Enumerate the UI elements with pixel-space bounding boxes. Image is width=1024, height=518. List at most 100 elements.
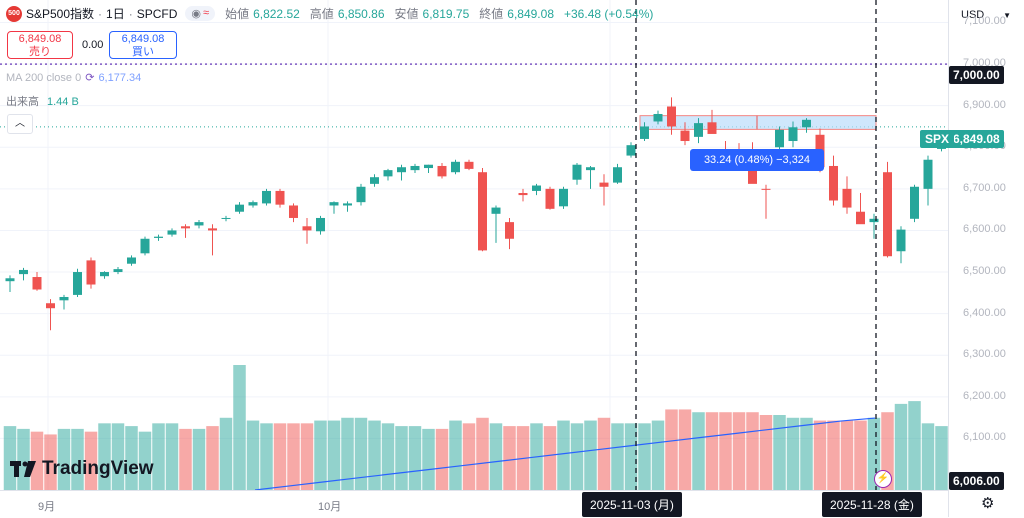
candle-body: [545, 188, 555, 209]
spx-price-tag: 6,849.08: [949, 130, 1004, 148]
volume-bar: [435, 428, 449, 490]
level-7000-tag: 7,000.00: [949, 66, 1004, 84]
low-level-tag: 6,006.00: [949, 472, 1004, 490]
price-axis[interactable]: USD ▼ 7,100.007,000.006,900.006,800.006,…: [948, 0, 1024, 517]
level-7000-value: 7,000.00: [953, 68, 1000, 82]
y-tick-label: 6,500.00: [963, 265, 1006, 278]
volume-bar: [732, 412, 746, 490]
volume-bar: [71, 428, 84, 490]
candle-body: [802, 119, 811, 128]
volume-bar: [921, 423, 935, 490]
volume-bar: [233, 365, 246, 490]
volume-bar: [678, 409, 692, 490]
candle-body: [262, 190, 271, 204]
volume-bar: [827, 420, 840, 490]
buy-button[interactable]: 6,849.08 買い: [109, 31, 177, 59]
sell-button[interactable]: 6,849.08 売り: [7, 31, 73, 59]
volume-bar: [84, 431, 98, 490]
candle-body: [127, 257, 136, 264]
volume-bar: [773, 415, 786, 490]
time-axis[interactable]: 9月 10月: [0, 490, 948, 518]
open-value: 6,822.52: [253, 6, 300, 21]
candle-body: [32, 277, 42, 290]
volume-bar: [165, 423, 179, 490]
volume-bar: [624, 423, 638, 490]
volume-bar: [476, 417, 489, 490]
gear-icon[interactable]: ⚙: [981, 495, 995, 512]
candle-body: [248, 202, 258, 206]
candle-body: [491, 207, 501, 214]
y-tick-label: 6,300.00: [963, 348, 1006, 361]
date-marker-left: 2025-11-03 (月): [582, 492, 682, 517]
source-label: SPCFD: [136, 6, 178, 21]
candle-body: [397, 167, 406, 173]
candle-body: [100, 272, 109, 277]
volume-bar: [138, 431, 152, 490]
x-tick-oct: 10月: [318, 501, 342, 513]
sell-label: 売り: [29, 46, 51, 58]
candle-body: [896, 229, 906, 252]
x-tick-sep: 9月: [38, 501, 56, 513]
candle-body: [707, 122, 717, 134]
eye-icon: ◉: [191, 8, 202, 20]
candle-body: [275, 190, 285, 205]
candle-body: [19, 269, 28, 275]
candle-body: [842, 188, 852, 208]
candle-body: [775, 129, 784, 148]
volume-bar: [665, 409, 678, 490]
volume-bar: [422, 428, 435, 490]
interval-label[interactable]: 1日: [106, 7, 125, 21]
candle-body: [910, 186, 919, 219]
volume-bar: [111, 423, 125, 490]
ma-settings-icon[interactable]: ⟳: [85, 72, 95, 84]
legend-toggle-pill[interactable]: ◉ ≈: [185, 6, 216, 21]
currency-selector[interactable]: USD ▼: [957, 4, 1015, 26]
volume-bar: [219, 417, 233, 490]
y-tick-label: 6,100.00: [963, 431, 1006, 444]
volume-bar: [543, 426, 557, 490]
candle-body: [59, 296, 69, 301]
volume-bar: [462, 423, 476, 490]
candle-body: [73, 272, 82, 295]
candle-body: [221, 217, 231, 219]
volume-bar: [341, 417, 354, 490]
chevron-down-icon: ▼: [1003, 10, 1011, 20]
candle-body: [532, 185, 541, 191]
volume-bar: [638, 423, 651, 490]
candle-body: [572, 164, 582, 180]
volume-legend[interactable]: 出来高 1.44 B: [6, 93, 79, 109]
candle-body: [464, 161, 474, 169]
volume-value: 1.44 B: [47, 96, 79, 108]
volume-bar: [30, 431, 44, 490]
symbol-name[interactable]: S&P500指数: [26, 7, 95, 21]
candle-body: [383, 170, 393, 177]
volume-bar: [246, 420, 260, 490]
flash-icon[interactable]: ⚡: [874, 470, 892, 488]
volume-bar: [327, 420, 341, 490]
volume-label: 出来高: [6, 96, 39, 108]
chart-pane[interactable]: [0, 0, 948, 490]
volume-bar: [570, 423, 584, 490]
candle-body: [370, 177, 379, 184]
candle-body: [451, 161, 460, 173]
volume-bar: [354, 417, 368, 490]
collapse-legend-button[interactable]: ︿: [7, 114, 33, 134]
candle-body: [167, 230, 177, 235]
candle-body: [869, 218, 879, 223]
volume-bar: [597, 417, 611, 490]
ma-legend[interactable]: MA 200 close 0 ⟳ 6,177.34: [6, 71, 141, 85]
y-tick-label: 6,200.00: [963, 389, 1006, 402]
candle-body: [613, 167, 622, 183]
volume-bar: [854, 420, 867, 490]
candle-body: [640, 126, 649, 139]
volume-bar: [44, 434, 57, 490]
close-value: 6,849.08: [507, 6, 554, 21]
volume-bar: [3, 426, 17, 490]
tradingview-logo[interactable]: TradingView: [10, 458, 154, 480]
volume-bar: [179, 428, 192, 490]
volume-bar: [584, 420, 597, 490]
candle-body: [113, 269, 123, 273]
candlestick-chart[interactable]: [0, 0, 948, 490]
volume-bar: [449, 420, 462, 490]
candle-body: [518, 193, 528, 196]
